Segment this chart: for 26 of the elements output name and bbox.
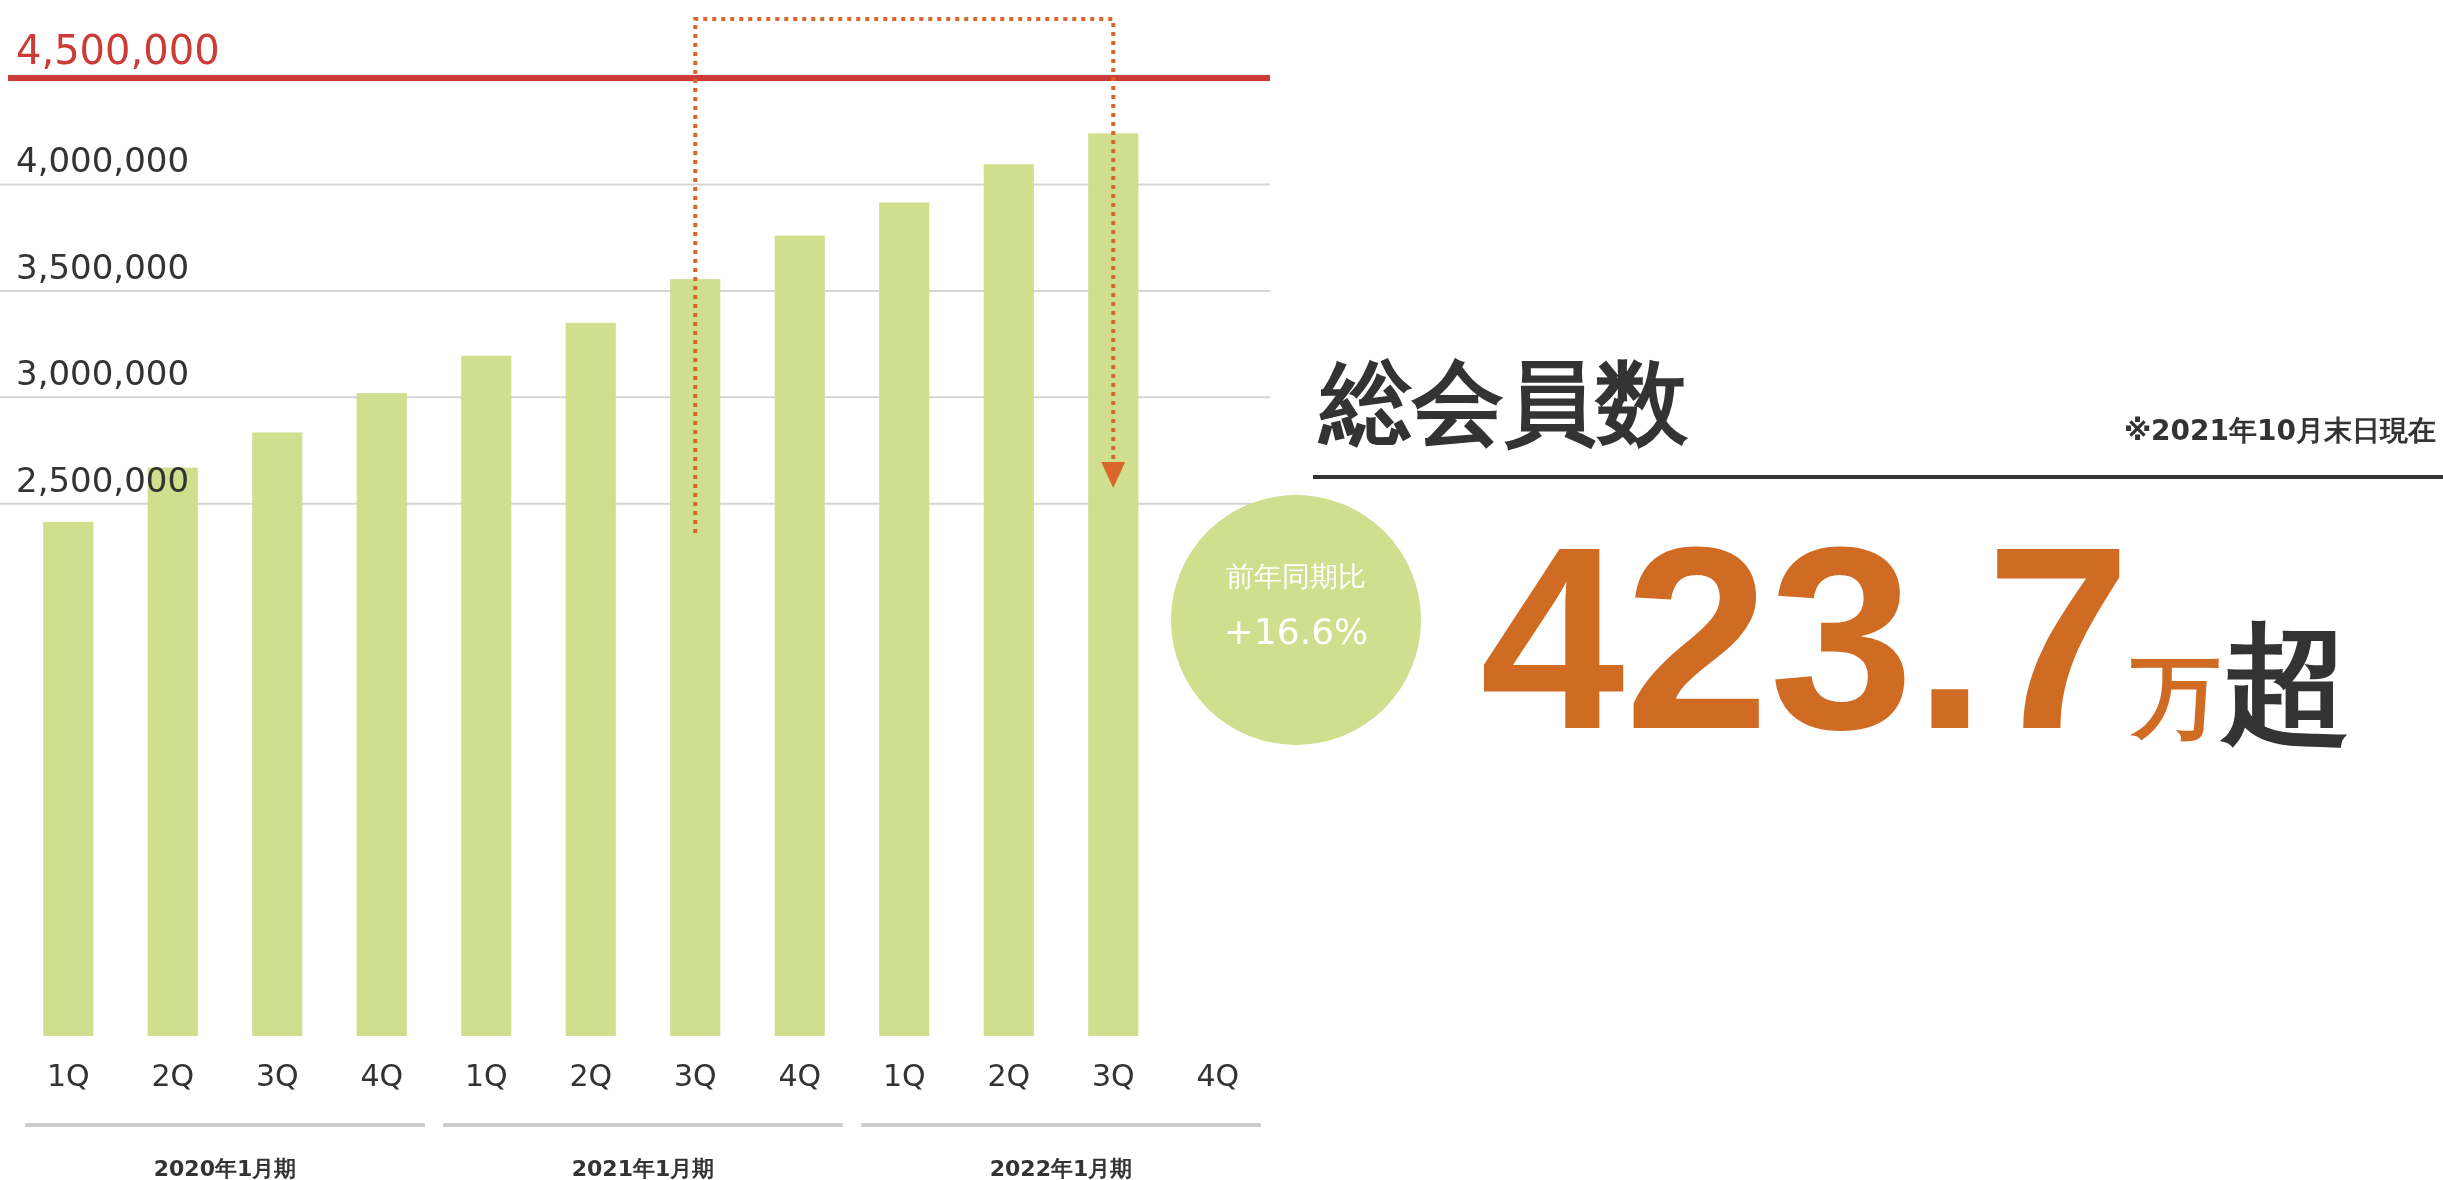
annotation: +16.6% [1223,611,1369,652]
x-tick-label: 1Q [46,1058,90,1093]
x-tick-label: 2Q [569,1058,613,1093]
text: 2022年1月期 [989,1156,1133,1180]
text: 万 [2128,647,2221,747]
y-tick-label: 3,000,000 [16,353,190,394]
ref-line-label: 4,500,000 [16,27,220,73]
x-tick-label: 4Q [360,1058,404,1093]
annotation: 前年同期比 [1226,560,1366,593]
x-tick-label: 3Q [673,1058,717,1093]
y-tick-label: 4,000,000 [16,140,190,181]
text: 2020年1月期 [153,1156,297,1180]
x-tick-label: 4Q [1196,1058,1240,1093]
x-tick-label: 2Q [987,1058,1031,1093]
text: ※2021年10月末日現在 [2123,414,2436,447]
text: 423.7 [1480,493,2131,783]
x-tick-label: 1Q [464,1058,508,1093]
x-tick-label: 1Q [882,1058,926,1093]
text: 2021年1月期 [571,1156,715,1180]
x-tick-label: 3Q [1091,1058,1135,1093]
text: 超 [2218,610,2351,756]
x-tick-label: 3Q [255,1058,299,1093]
y-tick-label: 3,500,000 [16,246,190,287]
text: 総会員数 [1317,349,1689,456]
x-tick-label: 4Q [778,1058,822,1093]
x-tick-label: 2Q [151,1058,195,1093]
